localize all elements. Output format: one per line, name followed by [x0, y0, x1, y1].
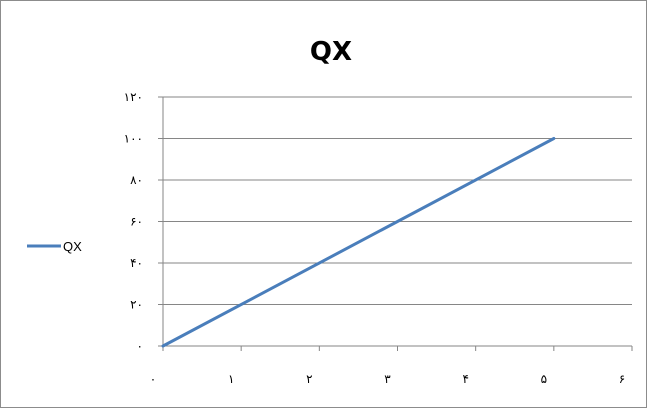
tick-labels: ٠ ٢٠ ۴٠ ۶٠ ٨٠ ١٠٠ ١٢٠ ٠ ١ ٢ ٣ ۴ ۵ ۶: [124, 90, 626, 386]
y-tick-label-5: ١٠٠: [124, 132, 143, 146]
legend-label: QX: [63, 239, 82, 254]
series-lines: [161, 137, 556, 348]
x-tick-label-0: ٠: [150, 372, 156, 386]
x-tick-label-6: ۶: [619, 372, 625, 386]
legend: QX: [27, 239, 82, 254]
x-tick-label-1: ١: [228, 372, 234, 386]
y-tick-label-2: ۴٠: [130, 256, 143, 270]
x-tick-label-4: ۴: [462, 372, 468, 386]
y-tick-label-1: ٢٠: [130, 298, 143, 312]
gridlines: [163, 96, 632, 305]
y-tick-label-6: ١٢٠: [124, 90, 143, 104]
series-line-0: [161, 137, 556, 348]
y-tick-label-4: ٨٠: [130, 173, 143, 187]
x-tick-label-5: ۵: [541, 372, 547, 386]
y-tick-label-0: ٠: [137, 339, 143, 353]
x-tick-label-2: ٢: [306, 372, 312, 386]
axes: [158, 96, 633, 351]
x-tick-label-3: ٣: [384, 372, 391, 386]
chart-title: QX: [310, 37, 352, 67]
y-tick-label-3: ۶٠: [130, 215, 143, 229]
